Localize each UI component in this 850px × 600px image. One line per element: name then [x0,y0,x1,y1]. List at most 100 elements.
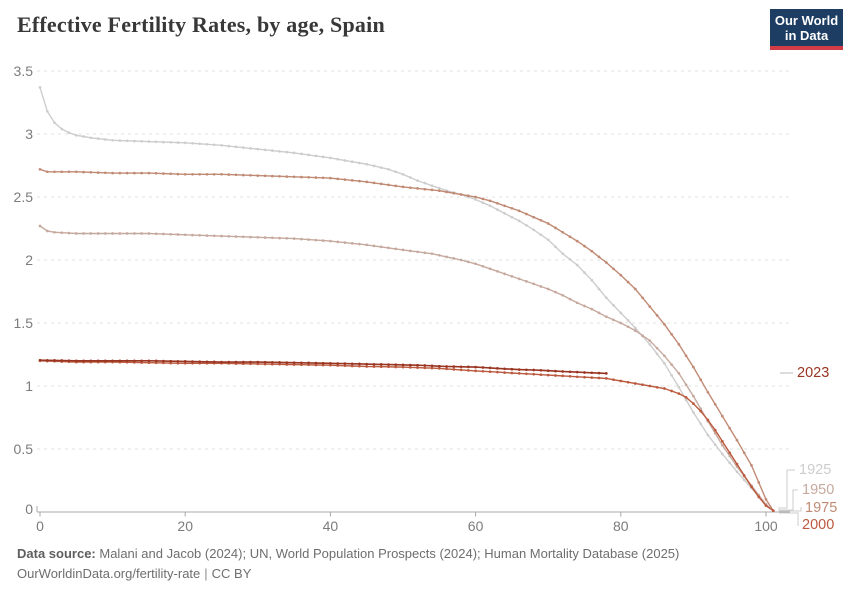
data-point [278,362,281,366]
data-point [241,235,245,239]
data-point [677,385,681,389]
data-point [162,172,165,175]
data-point [38,86,42,89]
series-end-label-1925: 1925 [799,462,831,478]
data-point [249,173,252,177]
data-point [278,174,281,178]
series-end-label-1975: 1975 [805,500,837,516]
data-point [590,278,594,282]
data-point [191,141,194,145]
data-point [285,236,289,240]
data-point [53,230,56,234]
data-point [133,171,136,175]
data-point [45,109,49,113]
series-end-label-1950: 1950 [802,482,834,498]
data-point [118,171,122,175]
data-point [343,241,347,244]
data-point [336,362,340,365]
data-point [307,238,310,241]
data-point [612,378,615,382]
data-point [525,372,528,376]
y-tick-label-3.5: 3.5 [14,63,34,79]
data-point [169,172,173,176]
data-point [445,365,448,368]
data-point [314,176,318,179]
data-point [583,375,586,379]
data-point [263,360,267,364]
data-point [140,232,143,235]
owid-url-link[interactable]: OurWorldinData.org/fertility-rate [17,566,201,581]
data-point [583,244,586,248]
data-point [452,257,456,260]
data-point [321,239,325,242]
data-point [604,377,608,380]
data-point [554,245,557,249]
data-point [684,395,688,399]
data-point [575,375,579,379]
data-point [103,138,107,141]
data-point [241,360,245,364]
data-point [82,359,85,363]
data-point [140,171,143,175]
data-point [278,150,281,153]
source-text: Malani and Jacob (2024); UN, World Popul… [99,546,680,561]
data-point [307,175,310,179]
data-point [292,151,296,155]
data-point [387,365,390,369]
data-point [329,363,332,367]
data-point [481,201,485,205]
data-point [619,379,623,383]
data-point [38,358,42,362]
data-point [764,498,768,501]
series-line-2000 [39,360,774,512]
data-point [677,343,681,346]
data-point [205,142,209,146]
data-point [597,376,601,380]
data-point [525,368,528,372]
data-point [488,267,492,271]
data-point [626,325,630,329]
data-point [554,374,557,377]
data-point [481,197,485,201]
label-connector-1975 [779,507,802,512]
data-point [583,371,586,374]
data-point [263,174,267,178]
data-point [176,361,180,365]
owid-logo[interactable]: Our World in Data [770,9,843,50]
label-connector-1925 [778,469,795,509]
data-point [140,139,143,143]
data-point [452,191,456,195]
data-point [285,361,289,364]
license-text: CC BY [211,566,252,581]
data-point [53,121,56,125]
data-point [154,361,158,365]
data-point [496,370,499,374]
series-line-1950 [39,225,774,512]
data-point [496,201,499,205]
data-point [728,451,732,455]
data-point [648,343,652,346]
data-point [539,373,543,377]
data-point [74,232,78,235]
footer-license-line: OurWorldinData.org/fertility-rate | CC BY [17,564,679,584]
data-point [314,154,318,158]
data-point [278,361,281,364]
data-point [416,250,419,254]
data-point [692,402,695,405]
data-point [256,147,260,151]
data-point [365,365,369,368]
data-point [45,170,49,174]
data-point [394,247,398,251]
data-point [554,369,557,373]
data-point [503,272,506,276]
data-point [517,368,521,371]
data-point [488,370,492,374]
data-point [387,183,390,187]
data-point [336,177,340,181]
x-tick-label-20: 20 [177,518,193,534]
data-point [227,173,231,176]
data-point [575,370,579,374]
data-point [655,352,659,356]
data-point [503,204,506,208]
y-tick-label-1.5: 1.5 [14,315,34,331]
